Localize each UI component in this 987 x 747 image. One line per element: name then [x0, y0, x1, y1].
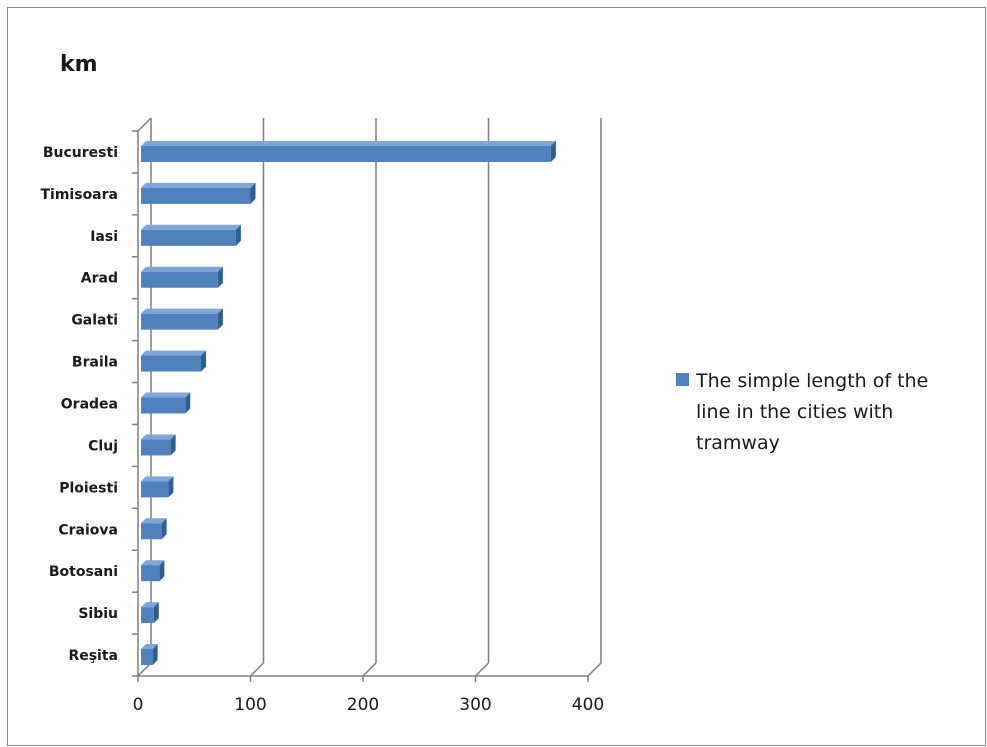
- bar-side: [185, 392, 191, 414]
- bar-top: [141, 434, 176, 440]
- bar-top: [141, 560, 165, 566]
- category-label: Craiova: [58, 522, 118, 538]
- bar-top: [141, 518, 167, 524]
- legend: The simple length of the line in the cit…: [676, 370, 928, 454]
- bar-side: [152, 644, 158, 666]
- bar-side: [201, 350, 206, 372]
- bar-top: [141, 644, 158, 650]
- bar-side: [168, 476, 174, 498]
- x-tick-label: 0: [133, 695, 144, 715]
- legend-line-2: line in the cities with: [696, 401, 893, 423]
- bar: [141, 481, 169, 498]
- bar: [141, 439, 171, 456]
- category-label: Sibiu: [78, 606, 118, 622]
- bar-top: [141, 476, 174, 482]
- bar: [141, 187, 251, 204]
- category-label: Braila: [72, 355, 118, 371]
- x-tick-label: 100: [234, 695, 266, 715]
- bar-top: [141, 224, 241, 230]
- bar-top: [141, 350, 206, 356]
- bar: [141, 523, 162, 540]
- legend-line-1: The simple length of the: [695, 370, 928, 392]
- category-label: Ploiesti: [59, 480, 118, 496]
- bar-side: [217, 308, 223, 330]
- bar-side: [159, 560, 165, 582]
- category-label: Timisoara: [41, 187, 119, 203]
- category-label: Botosani: [49, 564, 118, 580]
- bar-side: [170, 434, 176, 456]
- chart-frame: [7, 7, 986, 746]
- plot-area: 0 100 200 300 400 Bucuresti Timisoara Iasi Arad G…: [41, 117, 604, 715]
- bar: [141, 229, 236, 246]
- category-label: Cluj: [88, 438, 118, 454]
- bar: [141, 313, 218, 330]
- category-label: Reşita: [68, 648, 118, 664]
- legend-line-3: tramway: [696, 432, 780, 454]
- bar-side: [550, 140, 556, 162]
- gridline-floor: [137, 662, 152, 677]
- gridline-floor: [474, 662, 490, 677]
- axis-depth-top: [137, 117, 152, 132]
- bar-top: [141, 182, 256, 188]
- bar: [141, 355, 201, 372]
- bar-top: [141, 392, 191, 398]
- bar: [141, 145, 551, 162]
- category-label: Oradea: [61, 397, 118, 413]
- bar: [141, 649, 153, 666]
- x-tick-label: 200: [347, 695, 379, 715]
- bar: [141, 607, 154, 624]
- category-label: Iasi: [90, 229, 118, 245]
- gridline-floor: [362, 662, 377, 677]
- category-label: Galati: [71, 313, 118, 329]
- gridline-floor: [587, 662, 602, 677]
- gridline-floor: [249, 662, 265, 677]
- category-label: Arad: [81, 271, 118, 287]
- x-tick-label: 300: [459, 695, 491, 715]
- bar: [141, 397, 186, 414]
- bar-top: [141, 266, 223, 272]
- bar: [141, 565, 160, 582]
- x-tick-label: 400: [572, 695, 604, 715]
- bar-top: [141, 602, 159, 608]
- chart-title: km: [60, 52, 98, 77]
- bar-side: [161, 518, 167, 540]
- bar-side: [250, 182, 256, 204]
- bar-side: [153, 602, 159, 624]
- legend-swatch: [676, 373, 689, 386]
- bar-side: [235, 224, 241, 246]
- bar-top: [141, 140, 556, 146]
- bar-side: [217, 266, 223, 288]
- bar-top: [141, 308, 223, 314]
- bar: [141, 271, 218, 288]
- category-label: Bucuresti: [43, 145, 118, 161]
